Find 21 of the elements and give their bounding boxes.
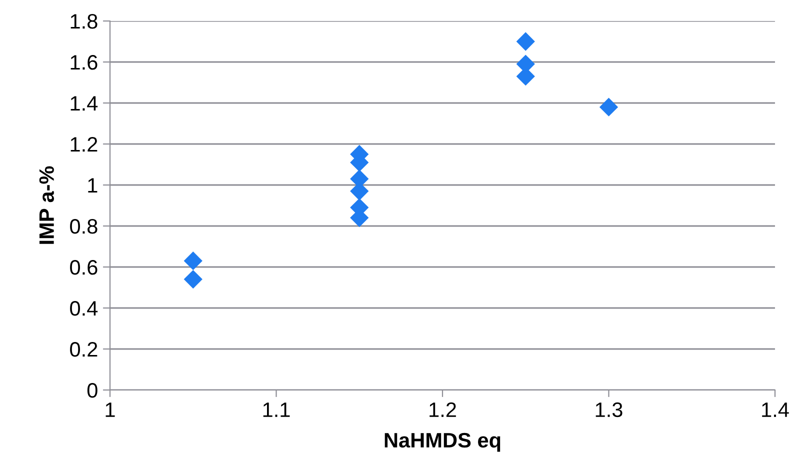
point <box>599 98 618 116</box>
x-tick-label: 1.2 <box>430 402 456 417</box>
y-tick-label: 0.8 <box>70 219 98 234</box>
x-tick-label: 1.1 <box>263 402 290 417</box>
y-tick-label: 0 <box>87 383 98 398</box>
x-tick-label: 1.4 <box>762 402 789 417</box>
y-tick-label: 1 <box>88 178 98 193</box>
x-tick-label: 1.3 <box>596 402 622 418</box>
y-tick-label: 0.6 <box>70 260 98 275</box>
y-axis-title: IMP a-% <box>39 166 54 244</box>
y-tick-label: 1.4 <box>70 96 98 111</box>
point <box>184 252 202 270</box>
y-tick-label: 1.6 <box>70 55 98 70</box>
y-tick-label: 1.8 <box>70 14 98 29</box>
x-axis-title: NaHMDS eq <box>384 432 500 452</box>
y-tick-label: 0.4 <box>70 301 98 316</box>
x-tick-label: 1 <box>106 402 115 417</box>
point <box>516 32 535 51</box>
point <box>184 270 202 289</box>
y-tick-label: 1.2 <box>70 137 98 152</box>
y-tick-label: 0.2 <box>70 342 98 357</box>
